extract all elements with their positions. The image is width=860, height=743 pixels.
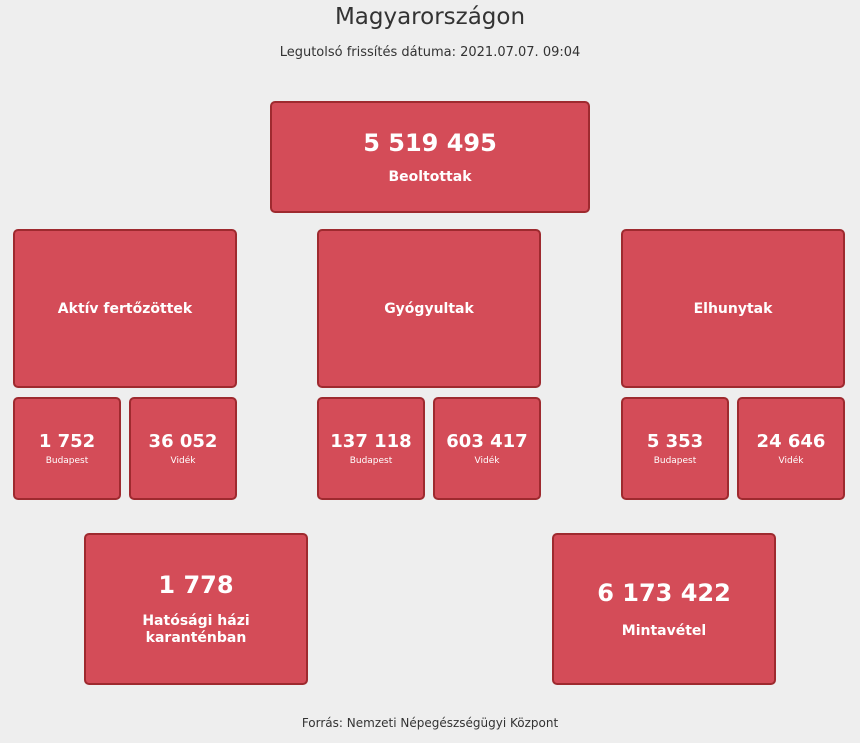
sampling-card: 6 173 422 Mintavétel <box>552 533 776 685</box>
active-infected-card: Aktív fertőzöttek <box>13 229 237 388</box>
recovered-videk-value: 603 417 <box>446 431 528 452</box>
recovered-budapest-label: Budapest <box>349 456 393 466</box>
quarantine-value: 1 778 <box>158 571 234 599</box>
source-footer: Forrás: Nemzeti Népegészségügyi Központ <box>301 716 559 730</box>
page-title: Magyarországon <box>334 4 526 30</box>
active-budapest-card: 1 752 Budapest <box>13 397 121 500</box>
vaccinated-value: 5 519 495 <box>363 129 497 157</box>
deceased-budapest-label: Budapest <box>653 456 697 466</box>
active-budapest-label: Budapest <box>45 456 89 466</box>
active-videk-card: 36 052 Vidék <box>129 397 237 500</box>
recovered-card: Gyógyultak <box>317 229 541 388</box>
deceased-videk-value: 24 646 <box>756 431 826 452</box>
quarantine-label: Hatósági házi karanténban <box>142 613 250 646</box>
recovered-budapest-card: 137 118 Budapest <box>317 397 425 500</box>
last-updated-text: Legutolsó frissítés dátuma: 2021.07.07. … <box>279 45 581 60</box>
deceased-label: Elhunytak <box>693 300 773 317</box>
vaccinated-card: 5 519 495 Beoltottak <box>270 101 590 213</box>
recovered-videk-label: Vidék <box>474 456 500 466</box>
quarantine-card: 1 778 Hatósági házi karanténban <box>84 533 308 685</box>
deceased-budapest-card: 5 353 Budapest <box>621 397 729 500</box>
active-budapest-value: 1 752 <box>38 431 96 452</box>
deceased-card: Elhunytak <box>621 229 845 388</box>
active-videk-value: 36 052 <box>148 431 218 452</box>
deceased-videk-card: 24 646 Vidék <box>737 397 845 500</box>
sampling-label: Mintavétel <box>621 623 707 639</box>
sampling-value: 6 173 422 <box>597 579 731 607</box>
deceased-videk-label: Vidék <box>778 456 804 466</box>
recovered-budapest-value: 137 118 <box>330 431 412 452</box>
vaccinated-label: Beoltottak <box>388 169 472 185</box>
recovered-label: Gyógyultak <box>384 300 474 317</box>
recovered-videk-card: 603 417 Vidék <box>433 397 541 500</box>
deceased-budapest-value: 5 353 <box>646 431 704 452</box>
active-videk-label: Vidék <box>170 456 196 466</box>
active-infected-label: Aktív fertőzöttek <box>57 300 193 317</box>
